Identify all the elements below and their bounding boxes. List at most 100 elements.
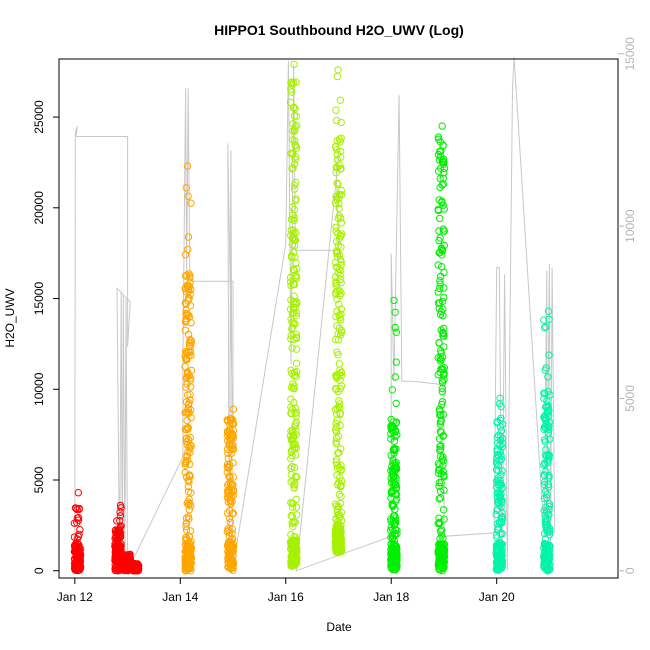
data-point <box>74 532 83 541</box>
data-point <box>438 181 446 189</box>
data-point <box>290 112 299 120</box>
data-point <box>287 215 296 224</box>
data-point <box>292 330 301 339</box>
data-point <box>388 549 396 557</box>
data-point <box>542 517 550 526</box>
data-point <box>391 462 400 470</box>
data-point <box>439 563 448 571</box>
data-point <box>289 304 297 312</box>
data-point <box>287 149 295 158</box>
data-point <box>543 553 551 561</box>
data-point <box>435 156 444 164</box>
data-point <box>440 486 448 494</box>
data-point <box>333 164 342 172</box>
data-point <box>498 515 507 523</box>
data-point <box>73 553 81 562</box>
data-point <box>435 338 443 347</box>
data-point <box>498 440 507 448</box>
data-point <box>224 417 232 425</box>
y-tick-label: 0 <box>32 567 46 574</box>
data-point <box>387 563 395 571</box>
data-point <box>435 284 444 293</box>
data-point <box>333 502 341 510</box>
data-point <box>435 167 443 176</box>
data-point <box>435 546 443 555</box>
data-point <box>493 534 501 542</box>
data-point <box>182 306 190 314</box>
data-point <box>185 341 194 349</box>
data-point <box>436 452 445 461</box>
data-point <box>498 499 506 507</box>
data-point <box>185 533 194 541</box>
data-point <box>439 225 447 233</box>
data-point <box>337 445 345 453</box>
data-point <box>116 512 125 520</box>
data-point <box>334 180 342 188</box>
data-point <box>182 526 191 534</box>
data-point <box>494 565 502 573</box>
data-point <box>392 458 400 467</box>
data-point <box>292 495 300 504</box>
data-point <box>336 421 344 430</box>
data-point <box>292 298 301 306</box>
data-point <box>332 532 340 540</box>
data-point <box>291 300 299 308</box>
data-point <box>333 156 341 164</box>
data-point <box>337 134 345 142</box>
data-point <box>228 494 236 502</box>
data-point <box>390 437 399 445</box>
data-point <box>290 60 298 69</box>
data-point <box>181 548 189 556</box>
data-point <box>291 443 299 451</box>
data-point <box>292 473 301 481</box>
data-point <box>187 413 195 422</box>
data-point <box>229 473 238 481</box>
data-point <box>543 526 551 534</box>
data-point <box>335 397 343 405</box>
data-point <box>182 522 190 531</box>
data-point <box>186 302 195 310</box>
data-point <box>288 463 296 471</box>
y-tick-label: 20000 <box>32 191 46 225</box>
data-point <box>543 491 551 499</box>
data-point <box>112 542 121 550</box>
data-point <box>292 333 301 341</box>
data-point <box>543 397 551 405</box>
data-point <box>332 237 341 246</box>
data-point <box>388 535 397 543</box>
x-tick-label: Jan 18 <box>373 590 409 604</box>
data-point <box>498 467 506 475</box>
data-point <box>288 536 296 545</box>
data-point <box>288 513 296 521</box>
data-point <box>182 542 190 550</box>
data-point <box>497 414 505 422</box>
data-point <box>228 543 237 551</box>
data-point <box>292 359 301 367</box>
data-point <box>333 146 341 154</box>
data-point <box>183 424 192 432</box>
data-point <box>292 271 300 280</box>
data-point <box>292 427 300 435</box>
data-point <box>291 155 299 164</box>
data-point <box>434 133 443 141</box>
data-point <box>437 478 445 487</box>
data-point <box>181 272 190 280</box>
data-point <box>497 541 506 549</box>
data-point <box>71 563 80 571</box>
data-point <box>71 504 80 512</box>
x-tick-label: Jan 14 <box>162 590 198 604</box>
data-point <box>434 135 443 144</box>
data-point <box>337 461 345 470</box>
data-point <box>287 464 295 473</box>
data-point <box>225 461 234 469</box>
data-point <box>333 295 341 303</box>
data-point <box>332 335 340 344</box>
data-point <box>291 123 299 131</box>
data-point <box>435 482 443 490</box>
data-point <box>542 503 550 511</box>
data-point <box>185 471 194 479</box>
data-point <box>542 446 550 454</box>
data-point <box>438 297 447 306</box>
data-point <box>333 263 341 272</box>
data-point <box>494 461 503 470</box>
